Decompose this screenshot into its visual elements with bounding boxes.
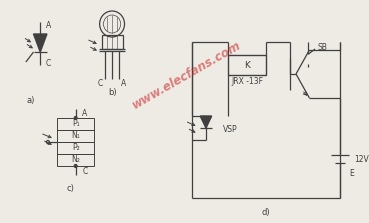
Text: K: K	[244, 60, 250, 70]
Text: C: C	[82, 167, 87, 176]
Bar	[58, 142, 94, 154]
Bar	[58, 154, 94, 166]
Text: SB: SB	[317, 43, 327, 52]
Text: JRX -13F: JRX -13F	[231, 78, 263, 87]
Text: d): d)	[261, 207, 270, 217]
Text: N₂: N₂	[71, 155, 80, 165]
Text: A: A	[121, 78, 126, 87]
Text: b): b)	[108, 89, 116, 97]
Text: 12V: 12V	[355, 155, 369, 165]
Text: VSP: VSP	[223, 126, 238, 134]
Circle shape	[74, 165, 77, 167]
Text: C: C	[46, 58, 51, 68]
Text: E: E	[350, 169, 354, 178]
Text: P₁: P₁	[72, 120, 79, 128]
Text: a): a)	[27, 95, 35, 105]
Text: c): c)	[67, 184, 75, 192]
Bar	[228, 55, 266, 75]
Text: A: A	[46, 21, 51, 31]
Text: A: A	[82, 109, 87, 118]
Circle shape	[74, 116, 77, 120]
Text: N₁: N₁	[71, 132, 80, 140]
Polygon shape	[200, 116, 212, 128]
Bar	[101, 35, 123, 49]
Polygon shape	[34, 34, 47, 52]
Bar	[58, 130, 94, 142]
Text: C: C	[98, 78, 103, 87]
Text: www.elecfans.com: www.elecfans.com	[130, 38, 244, 112]
Text: P₂: P₂	[72, 143, 80, 153]
Bar	[58, 118, 94, 130]
